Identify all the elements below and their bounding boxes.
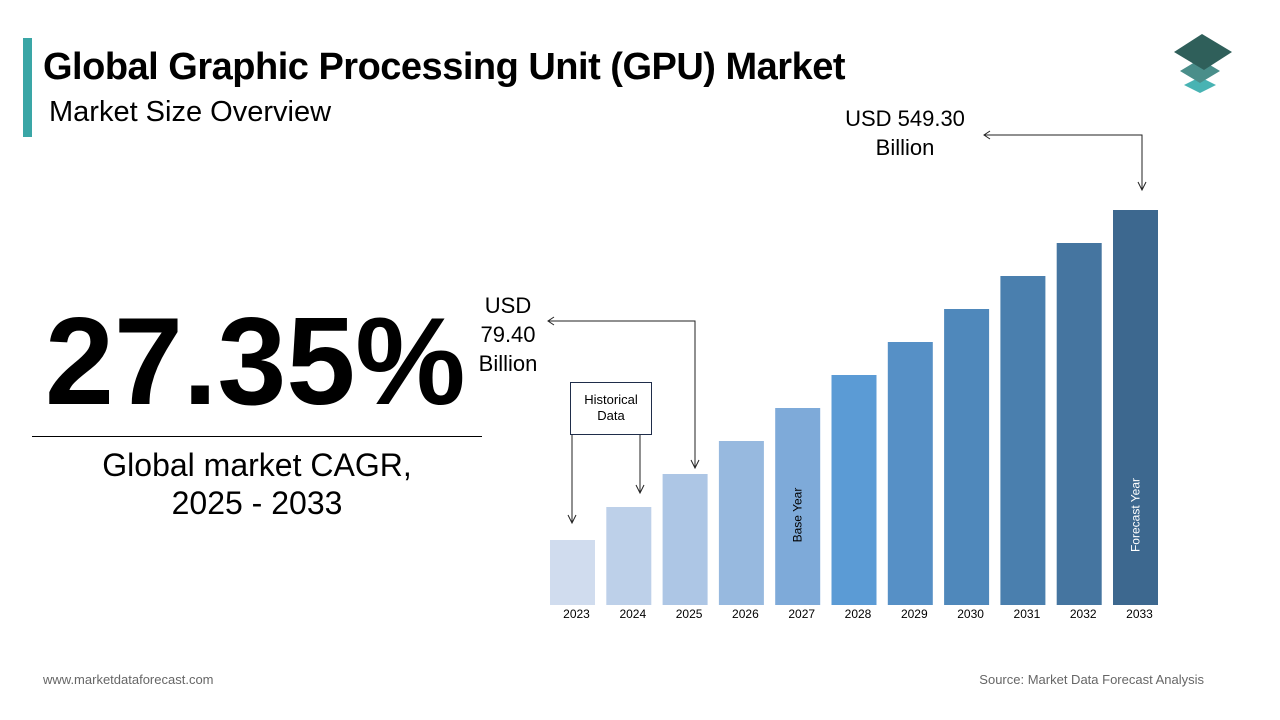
bar-2029 bbox=[887, 342, 933, 605]
bar-annotation: Base Year bbox=[791, 488, 805, 543]
x-tick-label: 2032 bbox=[1070, 607, 1097, 621]
cagr-label-line2: 2025 - 2033 bbox=[171, 485, 343, 521]
annotation-line: Data bbox=[597, 408, 625, 423]
bar-2026 bbox=[718, 441, 764, 605]
divider bbox=[32, 436, 482, 437]
bar-2030 bbox=[944, 309, 990, 605]
layers-logo-icon bbox=[1174, 34, 1232, 93]
annotation-line: USD 549.30 bbox=[845, 106, 965, 131]
x-tick-label: 2026 bbox=[732, 607, 759, 621]
annotation-line: Billion bbox=[478, 351, 538, 376]
annotation-line: USD bbox=[484, 293, 532, 318]
x-tick-label: 2024 bbox=[619, 607, 646, 621]
cagr-label: Global market CAGR, 2025 - 2033 bbox=[32, 446, 482, 522]
x-tick-label: 2023 bbox=[563, 607, 590, 621]
cagr-label-line1: Global market CAGR, bbox=[102, 447, 412, 483]
bar-annotation: Forecast Year bbox=[1129, 478, 1143, 552]
annotation-line: 79.40 bbox=[480, 322, 536, 347]
arrow-head bbox=[690, 459, 700, 470]
title-accent-bar bbox=[23, 38, 32, 137]
start-arrow-line bbox=[548, 320, 696, 468]
end-value-annotation: USD 549.30 Billion bbox=[820, 104, 990, 162]
historical-data-box: Historical Data bbox=[570, 382, 652, 435]
annotation-line: Historical bbox=[584, 392, 638, 407]
bar-2031 bbox=[1000, 276, 1046, 605]
bar-2032 bbox=[1056, 243, 1102, 605]
x-tick-label: 2030 bbox=[957, 607, 984, 621]
bar-2025 bbox=[662, 474, 708, 605]
arrow-head bbox=[635, 484, 645, 495]
cagr-value: 27.35% bbox=[45, 293, 466, 431]
arrow-head bbox=[983, 130, 991, 140]
page-subtitle: Market Size Overview bbox=[49, 96, 332, 128]
bar-2024 bbox=[606, 507, 652, 605]
bar-2027 bbox=[775, 408, 821, 605]
website-link[interactable]: www.marketdataforecast.com bbox=[43, 672, 214, 687]
x-tick-label: 2028 bbox=[845, 607, 872, 621]
x-tick-label: 2027 bbox=[788, 607, 815, 621]
arrow-head bbox=[567, 514, 577, 525]
x-tick-label: 2033 bbox=[1126, 607, 1153, 621]
start-value-annotation: USD 79.40 Billion bbox=[472, 291, 544, 378]
arrow-head bbox=[547, 316, 555, 326]
arrow-head bbox=[1137, 181, 1147, 192]
page-title: Global Graphic Processing Unit (GPU) Mar… bbox=[43, 46, 846, 88]
x-tick-label: 2029 bbox=[901, 607, 928, 621]
source-note: Source: Market Data Forecast Analysis bbox=[979, 672, 1204, 687]
bar-2023 bbox=[550, 540, 595, 605]
end-arrow-line bbox=[984, 134, 1143, 190]
annotation-line: Billion bbox=[875, 135, 935, 160]
bar-2028 bbox=[831, 375, 877, 605]
x-tick-label: 2025 bbox=[676, 607, 703, 621]
bar-2033 bbox=[1113, 210, 1158, 605]
x-tick-label: 2031 bbox=[1014, 607, 1041, 621]
